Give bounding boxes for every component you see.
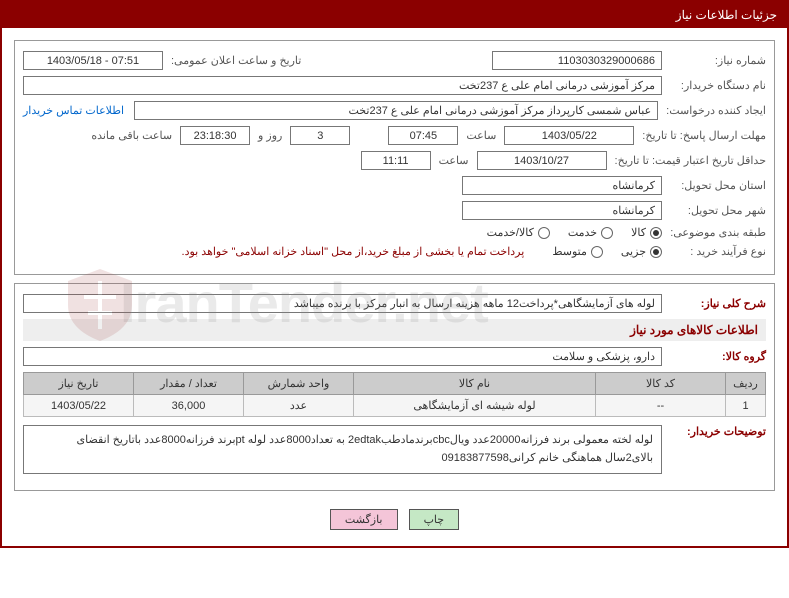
- purchase-type-label: نوع فرآیند خرید :: [666, 245, 766, 258]
- price-valid-time: 11:11: [361, 151, 431, 170]
- remaining-label: ساعت باقی مانده: [87, 129, 176, 142]
- announce-label: تاریخ و ساعت اعلان عمومی:: [167, 54, 305, 67]
- countdown-value: 23:18:30: [180, 126, 250, 145]
- buyer-notes-label: توضیحات خریدار:: [666, 425, 766, 438]
- radio-icon: [650, 227, 662, 239]
- category-label: طبقه بندی موضوعی:: [666, 226, 766, 239]
- cell-unit: عدد: [244, 395, 354, 417]
- contact-link[interactable]: اطلاعات تماس خریدار: [23, 104, 130, 117]
- purchase-radio-group: جزیی متوسط: [552, 245, 662, 258]
- city-value: کرمانشاه: [462, 201, 662, 220]
- th-name: نام کالا: [354, 373, 596, 395]
- days-and-label: روز و: [254, 129, 286, 142]
- back-button[interactable]: بازگشت: [330, 509, 398, 530]
- radio-label: خدمت: [568, 226, 597, 239]
- announce-value: 1403/05/18 - 07:51: [23, 51, 163, 70]
- buyer-org-label: نام دستگاه خریدار:: [666, 79, 766, 92]
- radio-icon: [650, 246, 662, 258]
- category-radio-both[interactable]: کالا/خدمت: [487, 226, 550, 239]
- detail-section: شرح کلی نیاز: لوله های آزمایشگاهی*پرداخت…: [14, 283, 775, 491]
- header-section: شماره نیاز: 1103030329000686 تاریخ و ساع…: [14, 40, 775, 275]
- radio-icon: [538, 227, 550, 239]
- category-radio-service[interactable]: خدمت: [568, 226, 613, 239]
- hour-label-1: ساعت: [462, 129, 500, 142]
- purchase-note: پرداخت تمام یا بخشی از مبلغ خرید،از محل …: [182, 245, 525, 258]
- table-header-row: ردیف کد کالا نام کالا واحد شمارش تعداد /…: [24, 373, 766, 395]
- goods-group-label: گروه کالا:: [666, 350, 766, 363]
- radio-icon: [591, 246, 603, 258]
- need-no-value: 1103030329000686: [492, 51, 662, 70]
- cell-idx: 1: [726, 395, 766, 417]
- goods-info-title: اطلاعات کالاهای مورد نیاز: [23, 319, 766, 341]
- th-idx: ردیف: [726, 373, 766, 395]
- requester-value: عباس شمسی کارپرداز مرکز آموزشی درمانی ام…: [134, 101, 658, 120]
- table-row: 1--لوله شیشه ای آزمایشگاهیعدد36,0001403/…: [24, 395, 766, 417]
- buyer-notes-value: لوله لخته معمولی برند فرزانه20000عدد ویا…: [23, 425, 662, 474]
- th-unit: واحد شمارش: [244, 373, 354, 395]
- province-value: کرمانشاه: [462, 176, 662, 195]
- radio-icon: [601, 227, 613, 239]
- purchase-radio-medium[interactable]: متوسط: [552, 245, 603, 258]
- price-valid-label: حداقل تاریخ اعتبار قیمت: تا تاریخ:: [611, 154, 766, 167]
- details-panel: جزئیات اطلاعات نیاز شماره نیاز: 11030303…: [0, 0, 789, 548]
- radio-label: متوسط: [552, 245, 587, 258]
- radio-label: کالا: [631, 226, 646, 239]
- radio-label: جزیی: [621, 245, 646, 258]
- requester-label: ایجاد کننده درخواست:: [662, 104, 766, 117]
- cell-name: لوله شیشه ای آزمایشگاهی: [354, 395, 596, 417]
- reply-time-value: 07:45: [388, 126, 458, 145]
- cell-date: 1403/05/22: [24, 395, 134, 417]
- category-radio-goods[interactable]: کالا: [631, 226, 662, 239]
- purchase-radio-minor[interactable]: جزیی: [621, 245, 662, 258]
- city-label: شهر محل تحویل:: [666, 204, 766, 217]
- need-desc-value: لوله های آزمایشگاهی*پرداخت12 ماهه هزینه …: [23, 294, 662, 313]
- price-valid-date: 1403/10/27: [477, 151, 607, 170]
- hour-label-2: ساعت: [435, 154, 473, 167]
- radio-label: کالا/خدمت: [487, 226, 534, 239]
- button-row: چاپ بازگشت: [14, 499, 775, 534]
- category-radio-group: کالا خدمت کالا/خدمت: [487, 226, 662, 239]
- need-no-label: شماره نیاز:: [666, 54, 766, 67]
- panel-title: جزئیات اطلاعات نیاز: [2, 2, 787, 28]
- goods-table: ردیف کد کالا نام کالا واحد شمارش تعداد /…: [23, 372, 766, 417]
- reply-date-value: 1403/05/22: [504, 126, 634, 145]
- province-label: استان محل تحویل:: [666, 179, 766, 192]
- goods-group-value: دارو، پزشکی و سلامت: [23, 347, 662, 366]
- buyer-org-value: مرکز آموزشی درمانی امام علی ع 237تخت: [23, 76, 662, 95]
- cell-qty: 36,000: [134, 395, 244, 417]
- th-code: کد کالا: [596, 373, 726, 395]
- need-desc-label: شرح کلی نیاز:: [666, 297, 766, 310]
- reply-deadline-label: مهلت ارسال پاسخ: تا تاریخ:: [638, 129, 766, 142]
- days-left-value: 3: [290, 126, 350, 145]
- th-date: تاریخ نیاز: [24, 373, 134, 395]
- cell-code: --: [596, 395, 726, 417]
- th-qty: تعداد / مقدار: [134, 373, 244, 395]
- print-button[interactable]: چاپ: [409, 509, 460, 530]
